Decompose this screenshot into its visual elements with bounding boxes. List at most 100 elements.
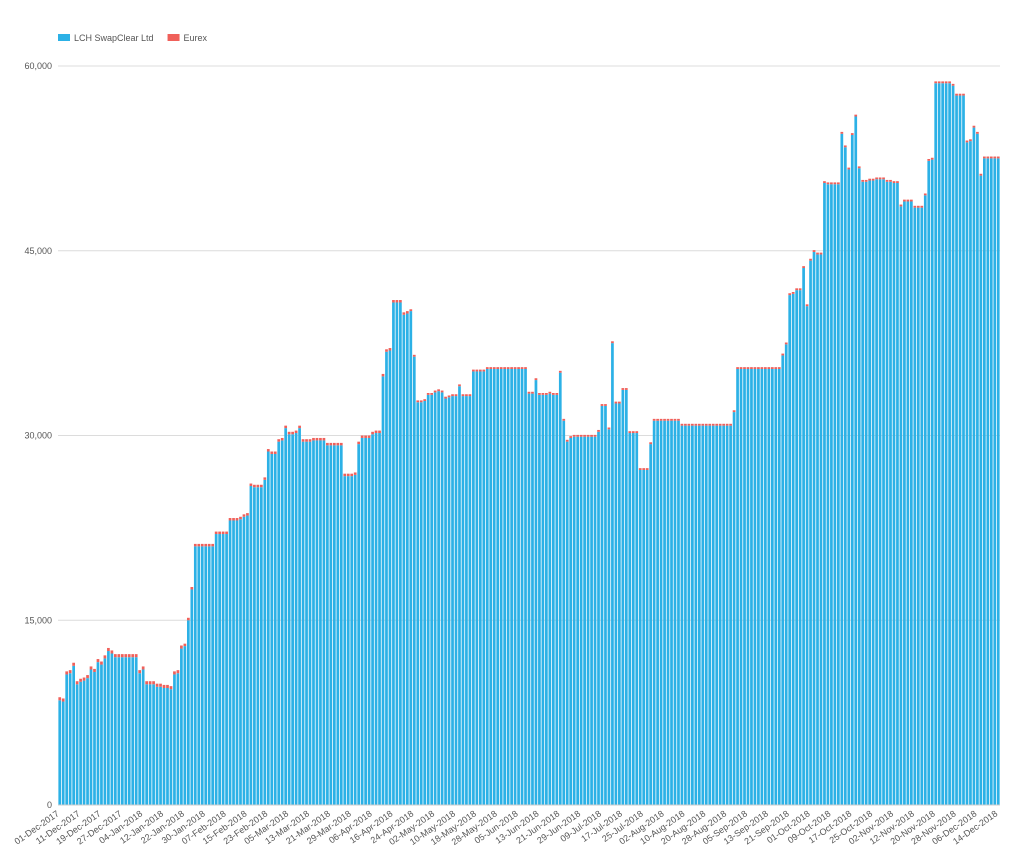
bar-segment (239, 516, 242, 520)
legend-label[interactable]: LCH SwapClear Ltd (74, 33, 154, 43)
bar-segment (298, 425, 301, 429)
bar-segment (579, 434, 583, 437)
bar-segment (145, 684, 148, 805)
bar-segment (663, 420, 666, 805)
bar-segment (124, 657, 128, 805)
bar-segment (868, 178, 872, 181)
bar-segment (861, 181, 865, 805)
bar-segment (572, 436, 576, 805)
bar-segment (854, 116, 858, 805)
bar-segment (214, 531, 218, 535)
legend-label[interactable]: Eurex (184, 33, 208, 43)
bar-segment (235, 520, 239, 805)
bar-segment (402, 314, 406, 805)
bar-segment (291, 434, 294, 805)
bar-segment (96, 662, 100, 805)
bar-segment (725, 425, 729, 805)
legend-swatch[interactable] (167, 34, 180, 41)
bar-segment (332, 442, 336, 446)
bar-segment (329, 445, 333, 805)
bar-segment (72, 665, 75, 805)
bar-segment (207, 546, 211, 805)
bar-segment (246, 513, 249, 516)
bar-segment (204, 543, 208, 547)
bar-segment (339, 445, 343, 805)
bar-segment (743, 368, 746, 805)
bar-segment (830, 184, 833, 806)
bar-segment (256, 487, 260, 805)
bar-segment (419, 400, 423, 403)
bar-segment (652, 418, 656, 421)
bar-segment (965, 140, 969, 143)
bar-segment (378, 433, 381, 805)
bar-segment (562, 418, 566, 421)
bar-segment (402, 312, 406, 315)
bar-segment (510, 368, 513, 805)
bar-segment (708, 423, 712, 426)
bar-segment (809, 258, 812, 261)
bar-segment (736, 367, 739, 369)
bar-segment (513, 368, 517, 805)
bar-segment (364, 437, 367, 805)
bar-segment (798, 288, 802, 291)
bar-segment (437, 389, 440, 392)
bar-segment (180, 648, 183, 805)
bar-segment (955, 95, 958, 805)
bar-segment (718, 425, 722, 805)
bar-segment (618, 403, 621, 805)
bar-segment (148, 684, 152, 805)
bar-segment (718, 423, 722, 426)
bar-segment (645, 469, 649, 805)
bar-segment (725, 423, 729, 426)
bar-segment (280, 437, 284, 441)
bar-segment (607, 427, 611, 430)
bar-segment (294, 430, 298, 434)
bar-segment (437, 391, 440, 805)
bar-segment (875, 177, 878, 180)
bar-segment (72, 662, 75, 666)
bar-segment (826, 182, 830, 185)
bar-segment (284, 425, 288, 429)
bar-segment (830, 182, 833, 185)
bar-segment (82, 680, 86, 805)
bar-segment (478, 369, 482, 372)
bar-segment (461, 396, 465, 805)
bar-segment (753, 367, 757, 369)
bar-segment (583, 436, 586, 805)
bar-segment (910, 201, 913, 805)
bar-segment (242, 516, 246, 805)
bar-segment (152, 684, 155, 805)
bar-segment (983, 158, 986, 805)
bar-segment (677, 420, 680, 805)
bar-segment (263, 477, 267, 480)
bar-segment (155, 686, 159, 805)
bar-segment (440, 392, 444, 805)
bar-segment (541, 393, 545, 395)
bar-segment (579, 436, 583, 805)
bar-segment (266, 449, 270, 452)
bar-segment (315, 440, 319, 805)
bar-segment (298, 428, 301, 805)
bar-segment (280, 440, 284, 805)
bar-segment (249, 485, 253, 805)
bar-segment (611, 341, 614, 344)
bar-segment (534, 380, 538, 805)
bar-segment (958, 93, 962, 96)
bar-segment (235, 518, 239, 521)
bar-segment (423, 399, 427, 402)
bar-segment (767, 367, 771, 369)
bar-segment (308, 439, 312, 442)
bar-segment (736, 368, 739, 805)
bar-segment (242, 514, 246, 517)
bar-segment (670, 418, 673, 421)
bar-segment (913, 205, 917, 208)
bar-segment (962, 93, 965, 96)
bar-segment (927, 160, 931, 806)
bar-segment (141, 666, 145, 670)
bar-segment (173, 671, 176, 675)
bar-segment (802, 267, 805, 805)
legend-swatch[interactable] (58, 34, 70, 41)
bar-segment (781, 355, 785, 805)
bar-segment (517, 368, 520, 805)
bar-segment (937, 83, 941, 805)
